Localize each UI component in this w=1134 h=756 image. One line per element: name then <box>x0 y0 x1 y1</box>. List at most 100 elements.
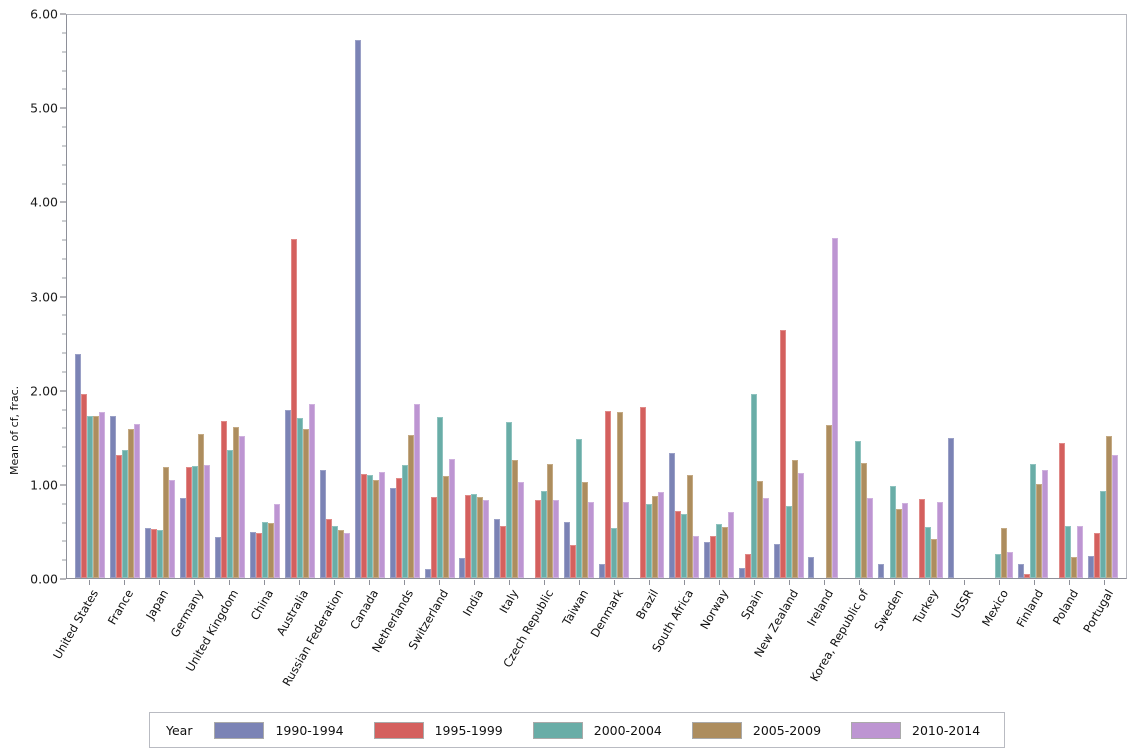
bar[interactable] <box>407 434 414 578</box>
bar[interactable] <box>931 539 938 578</box>
bar[interactable] <box>378 471 385 578</box>
bar[interactable] <box>639 406 646 578</box>
bar[interactable] <box>861 463 868 578</box>
bar[interactable] <box>773 544 780 578</box>
bar[interactable] <box>296 417 303 578</box>
bar[interactable] <box>215 536 222 578</box>
bar[interactable] <box>157 529 164 578</box>
bar[interactable] <box>128 429 135 578</box>
bar[interactable] <box>535 499 542 578</box>
bar[interactable] <box>738 567 745 578</box>
bar[interactable] <box>110 416 117 578</box>
bar[interactable] <box>686 475 693 578</box>
bar[interactable] <box>779 330 786 578</box>
bar[interactable] <box>645 503 652 578</box>
bar[interactable] <box>518 481 525 578</box>
bar[interactable] <box>401 465 408 578</box>
bar[interactable] <box>570 545 577 578</box>
bar[interactable] <box>1001 528 1008 578</box>
bar[interactable] <box>354 40 361 578</box>
bar[interactable] <box>1105 435 1112 578</box>
bar[interactable] <box>302 429 309 578</box>
bar[interactable] <box>588 501 595 578</box>
bar[interactable] <box>605 411 612 578</box>
bar[interactable] <box>436 416 443 578</box>
bar[interactable] <box>785 506 792 578</box>
bar[interactable] <box>1070 557 1077 578</box>
bar[interactable] <box>255 532 262 578</box>
bar[interactable] <box>680 513 687 578</box>
bar[interactable] <box>308 403 315 578</box>
bar[interactable] <box>1035 483 1042 578</box>
bar[interactable] <box>727 512 734 578</box>
bar[interactable] <box>564 521 571 578</box>
bar[interactable] <box>459 558 466 578</box>
bar[interactable] <box>249 531 256 578</box>
bar[interactable] <box>715 524 722 578</box>
bar[interactable] <box>319 469 326 578</box>
bar[interactable] <box>180 497 187 578</box>
bar[interactable] <box>87 416 94 578</box>
bar[interactable] <box>477 497 484 578</box>
bar[interactable] <box>360 474 367 578</box>
bar[interactable] <box>744 554 751 578</box>
bar[interactable] <box>145 528 152 578</box>
bar[interactable] <box>750 394 757 578</box>
bar[interactable] <box>471 494 478 578</box>
bar[interactable] <box>576 438 583 578</box>
bar[interactable] <box>93 416 100 578</box>
bar[interactable] <box>919 498 926 578</box>
bar[interactable] <box>325 518 332 578</box>
bar[interactable] <box>1007 551 1014 578</box>
bar[interactable] <box>547 464 554 578</box>
bar[interactable] <box>756 481 763 578</box>
bar[interactable] <box>791 460 798 578</box>
bar[interactable] <box>599 563 606 578</box>
bar[interactable] <box>1041 469 1048 578</box>
bar[interactable] <box>424 568 431 578</box>
bar[interactable] <box>1017 563 1024 578</box>
bar[interactable] <box>623 501 630 578</box>
bar[interactable] <box>151 529 158 578</box>
bar[interactable] <box>198 433 205 578</box>
bar[interactable] <box>721 527 728 578</box>
bar[interactable] <box>366 475 373 578</box>
bar[interactable] <box>808 557 815 578</box>
bar[interactable] <box>937 501 944 578</box>
bar[interactable] <box>331 526 338 578</box>
bar[interactable] <box>1023 574 1030 578</box>
bar[interactable] <box>1064 526 1071 578</box>
bar[interactable] <box>261 522 268 578</box>
bar[interactable] <box>1029 464 1036 578</box>
bar[interactable] <box>273 503 280 578</box>
bar[interactable] <box>692 535 699 578</box>
bar[interactable] <box>611 528 618 578</box>
bar[interactable] <box>797 472 804 578</box>
bar[interactable] <box>75 353 82 578</box>
bar[interactable] <box>995 553 1002 578</box>
bar[interactable] <box>855 441 862 578</box>
bar[interactable] <box>163 466 170 578</box>
bar[interactable] <box>674 511 681 578</box>
bar[interactable] <box>541 491 548 578</box>
bar[interactable] <box>186 466 193 578</box>
bar[interactable] <box>617 412 624 578</box>
bar[interactable] <box>703 542 710 578</box>
bar[interactable] <box>372 480 379 578</box>
bar[interactable] <box>651 496 658 578</box>
bar[interactable] <box>762 497 769 578</box>
bar[interactable] <box>1076 526 1083 578</box>
bar[interactable] <box>657 492 664 578</box>
bar[interactable] <box>204 465 211 578</box>
legend-item[interactable]: 2000-2004 <box>532 721 662 739</box>
legend-item[interactable]: 1995-1999 <box>373 721 503 739</box>
legend-item[interactable]: 2005-2009 <box>691 721 821 739</box>
bar[interactable] <box>389 487 396 578</box>
bar[interactable] <box>553 499 560 578</box>
bar[interactable] <box>343 532 350 578</box>
bar[interactable] <box>1087 556 1094 578</box>
bar[interactable] <box>1111 454 1118 578</box>
bar[interactable] <box>430 497 437 578</box>
bar[interactable] <box>1058 443 1065 578</box>
legend-item[interactable]: 1990-1994 <box>214 721 344 739</box>
